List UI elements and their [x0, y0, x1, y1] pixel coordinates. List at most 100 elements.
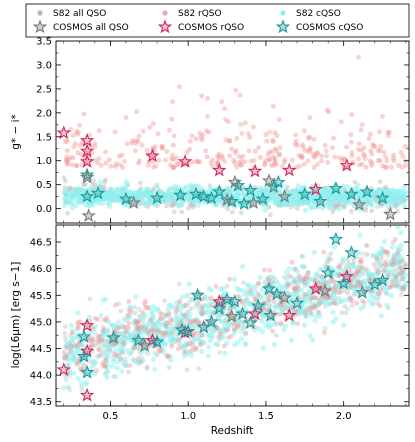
background-point [315, 309, 321, 315]
background-point [76, 356, 82, 362]
background-point [220, 312, 226, 318]
background-point [223, 137, 229, 143]
background-point [339, 193, 345, 200]
background-point [78, 152, 84, 157]
background-point [361, 152, 366, 158]
background-point [265, 152, 271, 158]
cosmos-star-marker [344, 186, 359, 201]
background-point [299, 154, 305, 160]
background-point [233, 191, 239, 197]
background-point [326, 109, 332, 115]
background-point [239, 130, 245, 136]
background-point [103, 149, 108, 155]
background-point [174, 155, 179, 161]
background-point [126, 320, 132, 326]
background-point [393, 191, 399, 197]
background-point [336, 290, 342, 296]
background-point [375, 148, 381, 154]
background-point [149, 326, 155, 332]
background-point [402, 143, 408, 149]
background-point [214, 160, 220, 166]
background-point [127, 314, 133, 320]
background-point [145, 350, 151, 356]
background-point [391, 158, 397, 164]
background-point [263, 132, 269, 137]
background-point [306, 306, 312, 312]
background-point [80, 154, 86, 160]
background-point [227, 138, 233, 144]
background-point [345, 306, 351, 312]
legend-marker [37, 10, 43, 16]
background-point [163, 312, 169, 318]
background-point [357, 162, 362, 168]
background-point [241, 302, 247, 307]
legend-marker [32, 19, 48, 34]
background-point [77, 349, 83, 355]
background-point [67, 372, 73, 378]
background-point [166, 311, 172, 317]
background-point [186, 300, 192, 306]
background-point [75, 130, 81, 136]
background-point [330, 309, 336, 315]
background-point [266, 276, 272, 282]
background-point [268, 322, 274, 328]
background-point [305, 158, 311, 164]
background-point [276, 117, 282, 123]
background-point [79, 384, 84, 389]
background-point [295, 284, 300, 290]
background-point [357, 232, 363, 238]
cosmos-star-marker [118, 191, 134, 206]
background-point [146, 320, 152, 326]
background-point [269, 148, 275, 154]
background-point [169, 343, 175, 349]
background-point [136, 158, 142, 163]
background-point [163, 313, 169, 319]
background-point [272, 160, 277, 166]
background-point [333, 204, 338, 210]
background-point [356, 189, 362, 195]
background-point [138, 324, 144, 330]
background-point [124, 141, 130, 147]
cosmos-star-marker [235, 306, 250, 321]
background-point [159, 346, 165, 352]
background-point [91, 337, 97, 343]
background-point [155, 327, 160, 333]
background-point [240, 264, 246, 270]
background-point [313, 153, 318, 159]
background-point [147, 124, 153, 130]
background-point [62, 331, 68, 336]
background-point [173, 317, 179, 323]
background-point [97, 339, 103, 345]
background-point [155, 131, 161, 137]
background-point [208, 287, 214, 293]
background-point [123, 329, 129, 335]
background-point [352, 179, 358, 185]
background-point [180, 315, 186, 321]
background-point [231, 326, 237, 332]
background-point [66, 362, 72, 368]
background-point [296, 163, 302, 169]
background-point [383, 164, 389, 170]
background-point [402, 183, 408, 189]
background-point [391, 152, 397, 158]
background-point [266, 274, 272, 280]
background-point [72, 141, 78, 147]
background-point [72, 343, 78, 349]
background-point [245, 131, 251, 137]
background-point [143, 186, 149, 192]
background-point [387, 198, 393, 204]
background-point [64, 138, 70, 144]
background-point [196, 183, 202, 189]
background-point [311, 154, 317, 160]
background-point [395, 225, 401, 230]
background-point [196, 366, 202, 372]
background-point [352, 284, 358, 290]
background-point [116, 325, 121, 331]
background-point [257, 274, 263, 281]
background-point [92, 330, 98, 336]
background-point [266, 149, 272, 155]
background-point [193, 345, 199, 351]
cosmos-star-marker [277, 189, 292, 203]
background-point [136, 306, 142, 312]
cosmos-star-marker [320, 265, 336, 280]
